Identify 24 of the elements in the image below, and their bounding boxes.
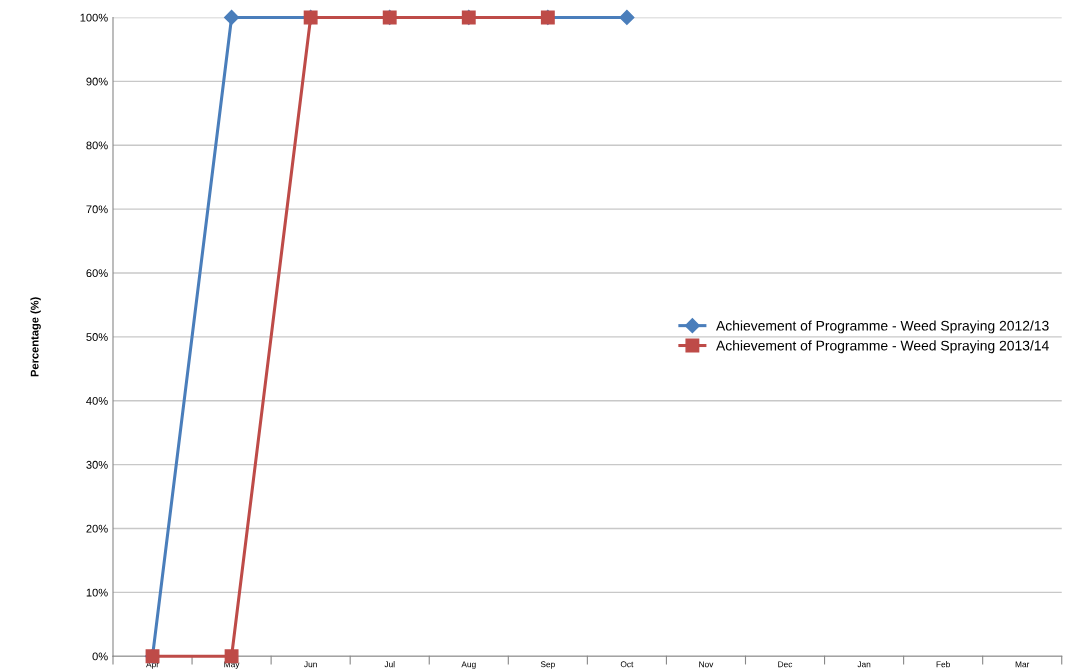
- y-axis-title: Percentage (%): [30, 297, 41, 377]
- y-tick-label: 0%: [92, 652, 108, 661]
- y-tick-label: 70%: [86, 205, 108, 214]
- x-tick-label: Mar: [1015, 661, 1030, 668]
- y-tick-label: 10%: [86, 588, 108, 597]
- y-tick-label: 60%: [86, 269, 108, 278]
- x-tick-label: Jun: [304, 661, 317, 668]
- y-tick-label: 40%: [86, 396, 108, 405]
- y-tick-label: 80%: [86, 141, 108, 150]
- y-tick-label: 90%: [86, 77, 108, 86]
- legend-label: Achievement of Programme - Weed Spraying 2013/14: [716, 340, 1049, 354]
- x-tick-label: Aug: [461, 661, 476, 669]
- y-tick-label: 20%: [86, 524, 108, 533]
- y-tick-label: 30%: [86, 460, 108, 469]
- x-tick-label: Oct: [620, 661, 634, 668]
- x-tick-label: Feb: [936, 661, 950, 668]
- x-tick-label: Jan: [857, 661, 871, 668]
- x-tick-label: Nov: [699, 661, 714, 668]
- x-tick-label: Jul: [384, 661, 395, 668]
- x-tick-label: Dec: [778, 661, 793, 668]
- x-tick-label: Sep: [540, 661, 555, 669]
- legend-label: Achievement of Programme - Weed Spraying 2012/13: [716, 320, 1049, 334]
- y-tick-label: 100%: [80, 13, 108, 22]
- y-tick-label: 50%: [86, 333, 108, 341]
